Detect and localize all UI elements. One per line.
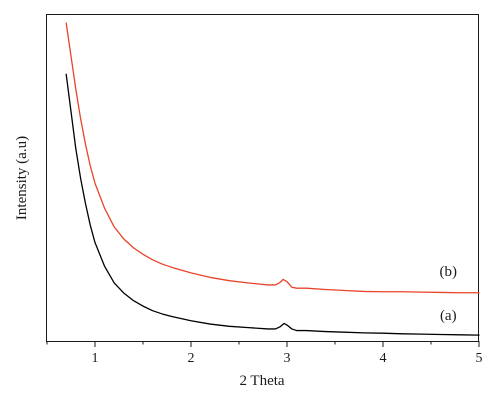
series-line-b — [65, 22, 480, 294]
plot-series — [65, 22, 480, 336]
plot-frame — [46, 14, 479, 342]
series-annotations: (b) (a) — [440, 264, 458, 324]
series-label-b: (b) — [440, 264, 458, 280]
series-line-a — [65, 73, 480, 336]
x-axis-ticks — [46, 341, 480, 347]
x-tick-label: 1 — [92, 351, 99, 366]
series-label-a: (a) — [440, 308, 457, 324]
x-tick-label: 2 — [188, 351, 195, 366]
x-axis-tick-labels: 1 2 3 4 5 — [92, 351, 483, 366]
x-tick-label: 3 — [284, 351, 291, 366]
x-axis-label: 2 Theta — [239, 373, 284, 389]
x-tick-label: 4 — [380, 351, 387, 366]
x-tick-label: 5 — [476, 351, 483, 366]
y-axis-label: Intensity (a.u) — [14, 136, 30, 220]
